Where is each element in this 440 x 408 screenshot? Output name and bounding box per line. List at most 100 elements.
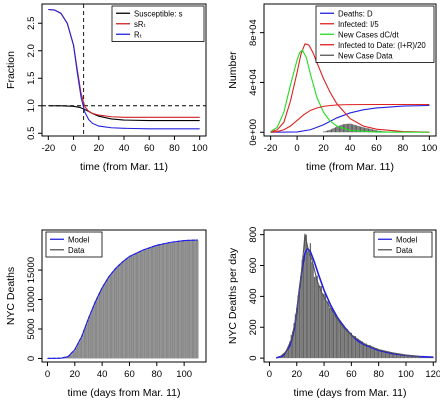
- death-data-bar: [153, 246, 155, 359]
- legend-label: Infected: I/5: [338, 20, 379, 29]
- x-tick-label: 80: [169, 143, 180, 154]
- death-data-bar: [93, 305, 95, 359]
- death-data-bar: [194, 240, 196, 359]
- death-data-bar: [180, 241, 183, 359]
- death-data-bar: [76, 345, 79, 359]
- x-tick-label: 40: [319, 369, 330, 380]
- x-tick-label: 20: [93, 143, 104, 154]
- death-data-bar: [171, 242, 173, 359]
- chart-panel-3: 0 20 40 60 80 100 0 5000 10000 15000 time (days fr…: [5, 229, 207, 399]
- death-bar: [330, 308, 332, 359]
- death-bar: [380, 349, 383, 359]
- death-bar: [327, 301, 329, 359]
- death-bar: [300, 276, 302, 359]
- death-bar: [368, 345, 370, 359]
- death-data-bar: [116, 267, 118, 359]
- death-bar: [346, 329, 348, 359]
- death-data-bar: [150, 247, 153, 359]
- death-data-bar: [162, 244, 165, 359]
- new-case-bar: [334, 127, 336, 133]
- death-data-bar: [67, 356, 69, 359]
- model-dash-line: [47, 239, 198, 360]
- death-bar: [432, 357, 434, 359]
- death-data-bar: [89, 316, 91, 359]
- death-data-bar: [138, 252, 140, 359]
- death-bar: [348, 332, 350, 359]
- death-bar: [338, 320, 340, 359]
- new-case-bar: [324, 131, 326, 133]
- new-case-bar: [345, 123, 347, 133]
- new-case-bar: [332, 128, 334, 133]
- death-bar: [323, 293, 325, 359]
- series-line-2: [270, 43, 430, 133]
- x-tick-label: 40: [119, 143, 130, 154]
- y-axis-label: NYC Deaths per day: [227, 247, 239, 344]
- new-case-bar: [362, 127, 364, 133]
- legend-box: [45, 231, 103, 258]
- death-data-bar: [130, 256, 132, 359]
- death-bar: [311, 262, 313, 359]
- death-bar: [289, 341, 291, 359]
- death-bar: [324, 293, 327, 359]
- x-tick-label: 80: [373, 369, 384, 380]
- y-tick-label: 1.0: [26, 99, 37, 112]
- new-case-bar: [350, 123, 352, 133]
- death-data-bar: [95, 299, 98, 359]
- new-case-bar: [340, 125, 342, 133]
- death-bar: [371, 346, 373, 359]
- y-tick-label: 0e+00: [248, 119, 259, 146]
- death-bar: [416, 356, 418, 359]
- death-bar: [379, 349, 381, 359]
- death-data-bar: [146, 249, 148, 359]
- death-data-bar: [175, 242, 177, 359]
- death-bar: [298, 289, 301, 359]
- x-tick-label: 60: [124, 369, 135, 380]
- death-data-bar: [104, 283, 106, 359]
- series-line-4: [270, 103, 430, 133]
- death-data-bar: [187, 241, 189, 359]
- death-data-bar: [183, 241, 185, 359]
- death-bar: [413, 356, 415, 359]
- x-tick-label: 80: [152, 369, 163, 380]
- death-data-bar: [168, 243, 170, 359]
- death-data-bar: [167, 243, 169, 359]
- death-bar: [394, 353, 396, 359]
- x-tick-label: 60: [144, 143, 155, 154]
- y-tick-label: 600: [248, 258, 259, 274]
- death-bar: [373, 348, 376, 359]
- death-data-bar: [90, 312, 92, 359]
- death-bar: [279, 356, 281, 359]
- death-bar: [301, 259, 303, 359]
- new-case-bar: [373, 129, 375, 133]
- death-data-bar: [120, 263, 122, 359]
- x-tick-label: 0: [294, 143, 299, 154]
- death-bar: [364, 343, 366, 359]
- new-case-bar: [328, 130, 330, 133]
- death-data-bar: [112, 272, 114, 359]
- death-data-bar: [64, 357, 66, 359]
- new-case-bar: [329, 129, 331, 133]
- death-data-bar: [101, 288, 103, 359]
- legend-label: Deaths: D: [338, 9, 373, 18]
- death-data-bar: [117, 266, 120, 359]
- x-tick-label: 60: [371, 143, 382, 154]
- death-bar: [316, 275, 318, 359]
- legend-label: Susceptible: s: [134, 9, 183, 18]
- death-data-bar: [188, 240, 191, 359]
- death-data-bar: [126, 259, 128, 359]
- new-case-bar: [366, 128, 368, 133]
- death-bar: [360, 341, 362, 359]
- death-bar: [287, 346, 290, 359]
- death-bar: [282, 355, 284, 359]
- death-data-bar: [70, 354, 72, 359]
- death-bar: [357, 338, 359, 359]
- x-tick-label: 20: [70, 369, 81, 380]
- x-tick-label: 100: [192, 143, 208, 154]
- death-bar: [341, 325, 343, 359]
- death-bar: [363, 343, 365, 359]
- death-bar: [350, 332, 352, 359]
- x-tick-label: -20: [41, 143, 55, 154]
- death-bar: [403, 355, 406, 359]
